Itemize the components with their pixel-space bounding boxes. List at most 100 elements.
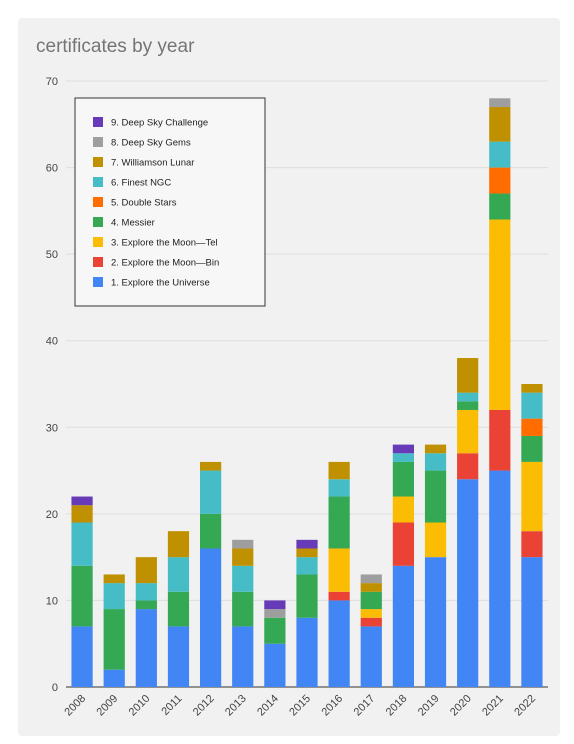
y-tick-label: 20 (46, 509, 58, 521)
bar-segment (360, 583, 382, 592)
bar-segment (200, 461, 222, 471)
bar-segment (489, 219, 511, 410)
bar-segment (167, 626, 190, 687)
y-tick-label: 0 (52, 682, 58, 694)
bar-segment (264, 617, 286, 644)
x-tick-label: 2018 (384, 693, 410, 719)
y-tick-label: 30 (46, 422, 58, 434)
y-tick-label: 70 (46, 76, 58, 88)
bar-segment (457, 453, 479, 480)
legend-swatch (93, 277, 103, 287)
x-tick-label: 2020 (448, 693, 474, 719)
x-tick-label: 2008 (62, 693, 88, 719)
bar-segment (521, 392, 543, 419)
bar-segment (328, 591, 350, 601)
bar-segment (167, 591, 190, 627)
bar-segment (521, 557, 543, 687)
bar-segment (392, 522, 415, 566)
bar-segment (264, 600, 286, 610)
bar-segment (328, 548, 350, 592)
x-tick-label: 2017 (352, 693, 378, 719)
x-tick-label: 2010 (127, 693, 153, 719)
bar-segment (424, 444, 447, 454)
y-tick-label: 50 (46, 249, 58, 261)
x-tick-label: 2012 (191, 693, 217, 719)
legend-box (74, 97, 266, 307)
x-tick-label: 2009 (95, 693, 121, 719)
legend: 9. Deep Sky Challenge 8. Deep Sky Gems 7. … (74, 97, 266, 307)
bar-segment (457, 479, 479, 687)
bar-segment (360, 591, 382, 610)
bar-segment (392, 444, 415, 454)
x-tick-label: 2021 (480, 693, 506, 719)
bar-segment (521, 435, 543, 462)
x-tick-label: 2019 (416, 693, 442, 719)
bar-segment (232, 548, 254, 566)
bar-segment (296, 617, 318, 687)
x-tick-label: 2013 (223, 693, 249, 719)
bar-segment (296, 574, 318, 618)
y-tick-label: 40 (46, 336, 58, 348)
bar-segment (392, 461, 415, 497)
bar-segment (200, 548, 222, 687)
bar-segment (103, 669, 125, 687)
bar-segment (424, 470, 447, 523)
legend-swatch (93, 237, 103, 247)
bar-segment (135, 583, 157, 601)
bar-segment (103, 574, 125, 584)
bar-segment (489, 409, 511, 471)
bar-segment (167, 531, 190, 558)
legend-entry: 3. Explore the Moon—Tel (111, 238, 218, 249)
legend-entry: 7. Williamson Lunar (111, 158, 194, 169)
bar-segment (489, 193, 511, 220)
legend-entry: 2. Explore the Moon—Bin (111, 258, 219, 269)
legend-swatch (93, 157, 103, 167)
bar-segment (424, 453, 447, 471)
bar-segment (71, 626, 93, 687)
bar-segment (200, 513, 222, 549)
legend-entry: 6. Finest NGC (111, 178, 171, 189)
bar-segment (489, 167, 511, 194)
stacked-bar-chart: certificates by year 0 10 20 30 40 50 60 70 200… (36, 36, 548, 719)
x-tick-label: 2014 (255, 693, 281, 719)
legend-entry: 5. Double Stars (111, 198, 177, 209)
bar-segment (232, 539, 254, 549)
bar-segment (489, 141, 511, 168)
bar-segment (264, 643, 286, 687)
x-tick-label: 2015 (287, 693, 313, 719)
bar-segment (457, 409, 479, 454)
bar-segment (360, 574, 382, 584)
bar-segment (360, 617, 382, 627)
legend-entry: 9. Deep Sky Challenge (111, 118, 208, 129)
bar-segment (457, 358, 479, 393)
bar-segment (71, 522, 93, 566)
bar-segment (424, 557, 447, 687)
bar-segment (328, 600, 350, 687)
legend-entry: 1. Explore the Universe (111, 278, 210, 289)
x-axis-ticks: 2008 2009 2010 2011 2012 2013 2014 2015 2016 2017… (62, 693, 538, 719)
legend-swatch (93, 117, 103, 127)
legend-swatch (93, 197, 103, 207)
bar-segment (71, 496, 93, 506)
bars (71, 98, 543, 687)
bar-segment (489, 470, 511, 687)
bar-segment (521, 418, 543, 436)
chart-title: certificates by year (36, 36, 195, 57)
legend-entry: 4. Messier (111, 218, 155, 229)
bar-segment (135, 600, 157, 610)
bar-segment (521, 384, 543, 393)
bar-segment (392, 496, 415, 523)
bar-segment (360, 609, 382, 618)
bar-segment (135, 557, 157, 584)
y-tick-label: 10 (46, 595, 58, 607)
bar-segment (360, 626, 382, 687)
bar-segment (424, 522, 447, 558)
bar-segment (457, 392, 479, 402)
bar-segment (232, 591, 254, 627)
bar-segment (103, 583, 125, 610)
bar-segment (71, 505, 93, 523)
bar-segment (232, 626, 254, 687)
bar-segment (167, 557, 190, 592)
bar-segment (232, 565, 254, 592)
legend-swatch (93, 257, 103, 267)
